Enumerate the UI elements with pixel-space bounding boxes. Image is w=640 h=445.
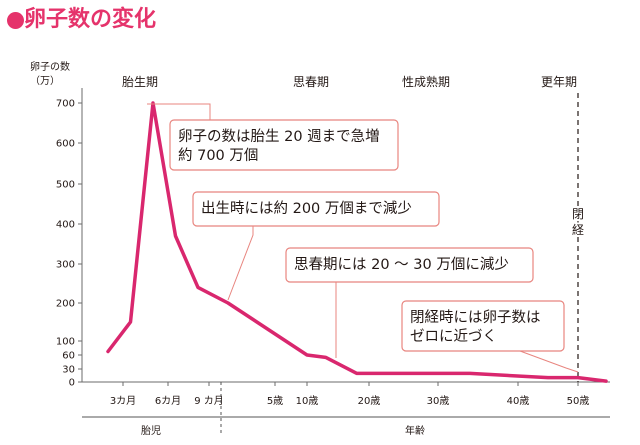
period-label: 更年期 — [541, 75, 577, 89]
menopause-label-char: 閉 — [572, 207, 584, 221]
annotation-text: 出生時には約 200 万個まで減少 — [201, 200, 412, 217]
y-axis-label: 卵子の数 — [30, 60, 70, 73]
annotation-text: 思春期には 20 ～ 30 万個に減少 — [294, 256, 509, 273]
chart-title: 卵子数の変化 — [24, 7, 157, 32]
y-tick-label: 700 — [56, 99, 75, 110]
x-tick-label: 9 カ月 — [194, 395, 224, 407]
y-axis-label-unit: （万） — [30, 75, 60, 87]
period-label: 性成熟期 — [402, 74, 450, 89]
annotation-leader — [519, 350, 579, 373]
annotation-leader — [227, 226, 254, 301]
annotation-box — [401, 300, 565, 352]
annotation-leader — [147, 103, 211, 120]
x-tick-label: 10歳 — [296, 395, 319, 407]
annotation-text: ゼロに近づく — [410, 328, 497, 345]
annotation-box — [169, 119, 399, 171]
y-tick-label: 500 — [56, 180, 75, 191]
y-tick-label: 200 — [56, 299, 75, 310]
segment-label-fetus: 胎児 — [141, 424, 161, 437]
annotation-text: 閉経時には卵子数は — [410, 309, 541, 326]
title-bullet-icon — [7, 12, 24, 29]
x-tick-label: 3カ月 — [110, 395, 136, 407]
x-tick-label: 20歳 — [358, 395, 381, 407]
y-tick-label: 600 — [56, 139, 75, 150]
x-tick-label: 40歳 — [507, 395, 530, 407]
x-tick-label: 5歳 — [267, 395, 283, 407]
annotation-box — [192, 191, 440, 227]
y-tick-label: 300 — [56, 260, 75, 271]
y-tick-label: 400 — [56, 220, 75, 231]
x-tick-label: 30歳 — [427, 395, 450, 407]
annotation-box — [285, 247, 534, 283]
y-tick-label: 100 — [56, 337, 75, 348]
y-tick-label: 0 — [69, 378, 75, 389]
x-tick-label: 50歳 — [567, 395, 590, 407]
y-tick-label: 60 — [62, 351, 75, 362]
menopause-label-char: 経 — [572, 223, 584, 237]
y-tick-label: 30 — [62, 365, 75, 376]
annotation-text: 卵子の数は胎生 20 週まで急増 — [178, 128, 380, 145]
segment-label-age: 年齢 — [405, 424, 425, 437]
period-label: 思春期 — [293, 75, 329, 89]
period-label: 胎生期 — [122, 75, 158, 89]
annotation-text: 約 700 万個 — [178, 147, 258, 164]
x-tick-label: 6カ月 — [155, 395, 181, 407]
